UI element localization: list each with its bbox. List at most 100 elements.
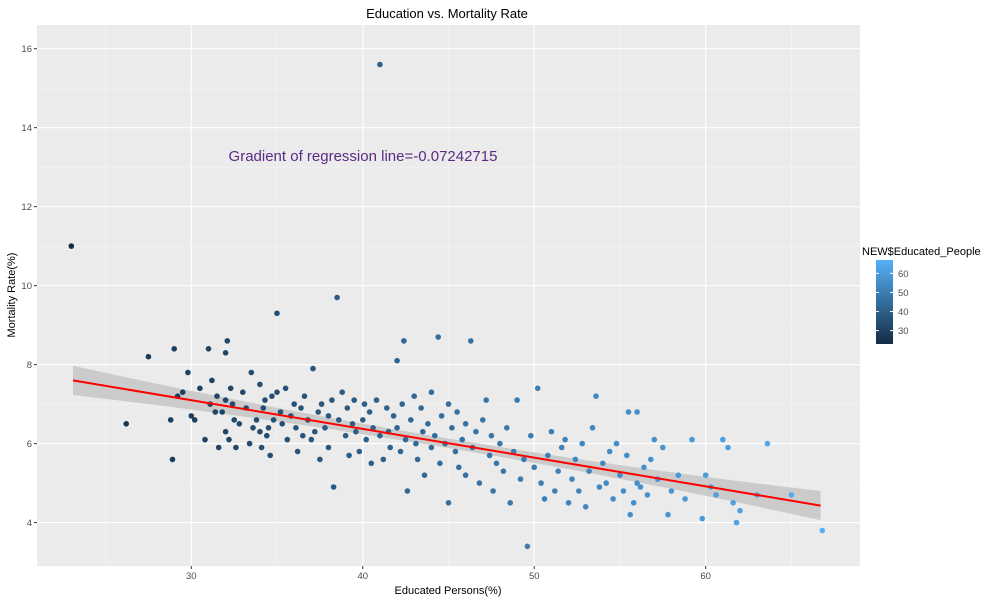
data-point xyxy=(625,409,632,415)
data-point xyxy=(500,468,507,475)
data-point xyxy=(725,444,731,451)
data-point xyxy=(627,511,633,518)
data-point xyxy=(291,401,298,407)
data-point xyxy=(274,389,280,396)
data-point xyxy=(651,436,658,443)
data-point xyxy=(452,448,459,455)
data-point xyxy=(414,456,421,463)
data-point xyxy=(315,409,322,415)
data-point xyxy=(733,519,740,526)
data-point xyxy=(473,428,479,435)
data-point xyxy=(413,440,419,447)
data-point xyxy=(565,500,572,506)
data-point xyxy=(660,444,666,451)
data-point xyxy=(360,417,366,423)
data-point xyxy=(258,444,265,451)
data-point xyxy=(490,488,496,494)
chart-title: Education vs. Mortality Rate xyxy=(366,6,528,21)
data-point xyxy=(517,476,524,482)
data-point xyxy=(637,484,644,490)
data-point xyxy=(214,393,220,400)
data-point xyxy=(248,369,255,376)
x-axis-title: Educated Persons(%) xyxy=(395,585,502,597)
data-point xyxy=(344,405,351,411)
data-point xyxy=(339,389,346,396)
data-point xyxy=(421,472,428,479)
data-point xyxy=(233,444,239,451)
data-point xyxy=(202,436,208,443)
data-point xyxy=(545,452,551,459)
data-point xyxy=(445,500,452,506)
data-point xyxy=(370,425,376,431)
data-point xyxy=(397,448,404,455)
data-point xyxy=(562,436,568,443)
data-point xyxy=(438,413,445,419)
data-point xyxy=(402,436,409,443)
data-point xyxy=(531,464,537,471)
data-point xyxy=(264,432,270,439)
data-point xyxy=(480,417,486,423)
y-tick-label: 16 xyxy=(21,44,32,55)
data-point xyxy=(483,397,490,403)
data-point xyxy=(279,421,286,427)
data-point xyxy=(267,452,274,459)
data-point xyxy=(325,444,332,451)
data-point xyxy=(408,417,414,423)
data-point xyxy=(123,421,129,427)
data-point xyxy=(356,448,363,455)
legend-title: NEW$Educated_People xyxy=(862,246,981,258)
data-point xyxy=(227,385,234,392)
data-point xyxy=(425,421,431,427)
data-point xyxy=(737,507,743,514)
data-point xyxy=(346,452,352,459)
data-point xyxy=(330,484,337,490)
major-gridlines xyxy=(37,25,860,566)
data-point xyxy=(459,436,466,443)
data-point xyxy=(428,444,435,451)
data-point xyxy=(411,393,418,400)
data-point xyxy=(606,448,613,455)
data-point xyxy=(308,436,315,443)
data-point xyxy=(274,310,280,317)
data-point xyxy=(318,401,325,407)
data-point xyxy=(468,338,474,344)
data-point xyxy=(541,496,548,502)
data-point xyxy=(624,452,630,459)
x-tick-label: 50 xyxy=(529,571,540,582)
regression-line-group xyxy=(72,379,821,507)
data-point xyxy=(548,428,555,435)
legend-label: 30 xyxy=(898,326,909,337)
data-point xyxy=(641,464,647,471)
data-point xyxy=(524,543,531,550)
data-point xyxy=(257,381,263,388)
data-point xyxy=(634,480,640,486)
data-point xyxy=(265,425,272,431)
data-point xyxy=(229,401,236,407)
data-point xyxy=(219,409,225,415)
data-point xyxy=(68,243,75,249)
data-point xyxy=(538,480,544,486)
data-point xyxy=(488,432,495,439)
data-point xyxy=(269,393,275,400)
data-point xyxy=(394,357,400,364)
data-point xyxy=(462,421,469,427)
legend-label: 40 xyxy=(898,307,909,318)
data-point xyxy=(380,456,387,463)
data-point xyxy=(497,440,503,447)
data-point xyxy=(493,460,500,467)
data-point xyxy=(317,456,323,463)
data-point xyxy=(191,417,198,423)
data-point xyxy=(329,397,335,403)
data-point xyxy=(390,413,397,419)
data-point xyxy=(387,444,394,451)
data-point xyxy=(236,421,243,427)
data-point xyxy=(197,385,203,392)
x-tick-label: 60 xyxy=(700,571,711,582)
data-point xyxy=(534,385,541,392)
data-point xyxy=(596,484,603,490)
data-point xyxy=(226,436,232,443)
data-point xyxy=(377,432,383,439)
data-point xyxy=(620,488,627,494)
